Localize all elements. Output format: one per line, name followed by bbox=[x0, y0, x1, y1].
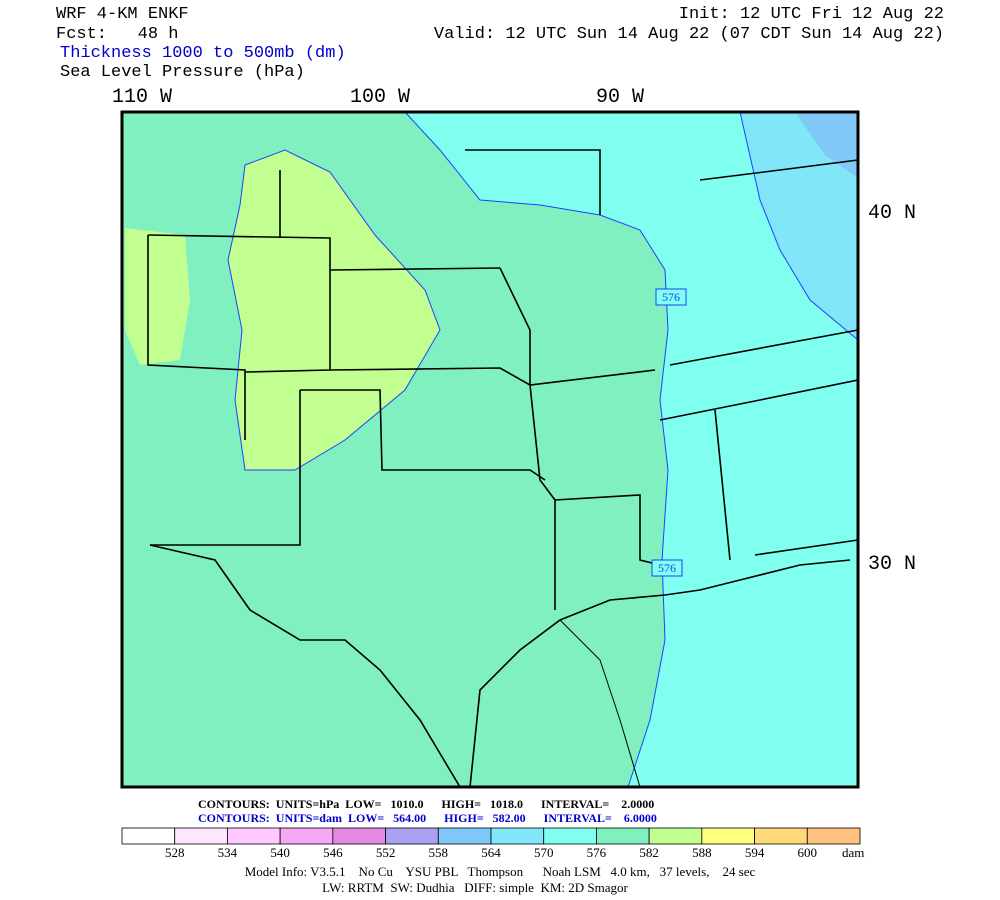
pressure-contours: CONTOURS: UNITS=hPa LOW= 1010.0 HIGH= 10… bbox=[198, 797, 654, 811]
border bbox=[714, 409, 731, 561]
color-box bbox=[806, 827, 861, 845]
colorbar-label: 594 bbox=[745, 845, 765, 860]
contour-label: 576 bbox=[658, 561, 676, 575]
border bbox=[149, 544, 461, 788]
thickness-582 bbox=[228, 150, 440, 470]
colorbar-unit: dam bbox=[842, 845, 864, 860]
thickness-contours: CONTOURS: UNITS=dam LOW= 564.00 HIGH= 58… bbox=[198, 811, 657, 825]
color-box bbox=[596, 827, 650, 845]
colorbar-label: 558 bbox=[429, 845, 449, 860]
color-box bbox=[543, 827, 597, 845]
contour-label: 576 bbox=[662, 290, 680, 304]
colorbar-label: 528 bbox=[165, 845, 185, 860]
color-box bbox=[754, 827, 808, 845]
contour bbox=[739, 111, 859, 341]
border bbox=[659, 379, 859, 421]
color-box bbox=[385, 827, 439, 845]
border bbox=[499, 267, 556, 610]
border bbox=[669, 329, 859, 366]
thickness-582 bbox=[125, 228, 190, 365]
color-box bbox=[648, 827, 703, 845]
color-box bbox=[174, 827, 228, 845]
colorbar-label: 534 bbox=[218, 845, 238, 860]
border bbox=[754, 539, 859, 556]
color-box bbox=[227, 827, 281, 845]
field-pressure: Sea Level Pressure (hPa) bbox=[60, 63, 305, 82]
forecast-hour: Fcst: 48 h bbox=[56, 25, 178, 44]
coastline bbox=[469, 559, 851, 788]
color-box bbox=[121, 827, 176, 845]
contour bbox=[227, 149, 441, 471]
map-frame bbox=[120, 110, 860, 789]
colorbar-label: 600 bbox=[798, 845, 818, 860]
border bbox=[699, 159, 859, 181]
contour-label-box bbox=[655, 288, 687, 306]
color-box bbox=[701, 827, 755, 845]
border bbox=[147, 234, 501, 271]
lat-label: 30 N bbox=[868, 553, 916, 576]
border bbox=[300, 389, 546, 481]
colorbar-label: 588 bbox=[692, 845, 712, 860]
border bbox=[329, 367, 656, 386]
colorbar-label: 552 bbox=[376, 845, 396, 860]
lon-label: 100 W bbox=[350, 86, 410, 109]
model-title: WRF 4-KM ENKF bbox=[56, 5, 189, 24]
boundaries bbox=[147, 149, 859, 788]
valid-time: Valid: 12 UTC Sun 14 Aug 22 (07 CDT Sun … bbox=[434, 25, 944, 44]
colorbar: 528 534 540 546 552 558 564 570 576 582 588 594 600 d… bbox=[121, 827, 864, 860]
contour-label-box bbox=[651, 559, 683, 577]
colorbar-label: 564 bbox=[481, 845, 501, 860]
colorbar-label: 540 bbox=[270, 845, 290, 860]
thickness-570 bbox=[405, 112, 858, 787]
border bbox=[147, 235, 246, 440]
colorbar-label: 546 bbox=[323, 845, 343, 860]
lon-label: 90 W bbox=[596, 86, 644, 109]
color-box bbox=[490, 827, 545, 845]
border bbox=[465, 149, 601, 215]
border bbox=[554, 494, 661, 566]
isobar bbox=[559, 619, 641, 788]
init-time: Init: 12 UTC Fri 12 Aug 22 bbox=[679, 5, 944, 24]
color-box bbox=[437, 827, 492, 845]
physics-info: LW: RRTM SW: Dudhia DIFF: simple KM: 2D … bbox=[322, 880, 628, 895]
field-thickness: Thickness 1000 to 500mb (dm) bbox=[60, 44, 346, 63]
color-box bbox=[332, 827, 386, 845]
color-box bbox=[279, 827, 334, 845]
colorbar-label: 582 bbox=[639, 845, 659, 860]
lon-label: 110 W bbox=[112, 86, 172, 109]
map: 576 576 bbox=[120, 110, 860, 789]
colorbar-label: 576 bbox=[587, 845, 607, 860]
thickness-564 bbox=[740, 112, 858, 340]
border bbox=[150, 390, 301, 546]
model-info: Model Info: V3.5.1 No Cu YSU PBL Thompso… bbox=[245, 864, 756, 879]
lat-label: 40 N bbox=[868, 202, 916, 225]
colorbar-label: 570 bbox=[534, 845, 554, 860]
